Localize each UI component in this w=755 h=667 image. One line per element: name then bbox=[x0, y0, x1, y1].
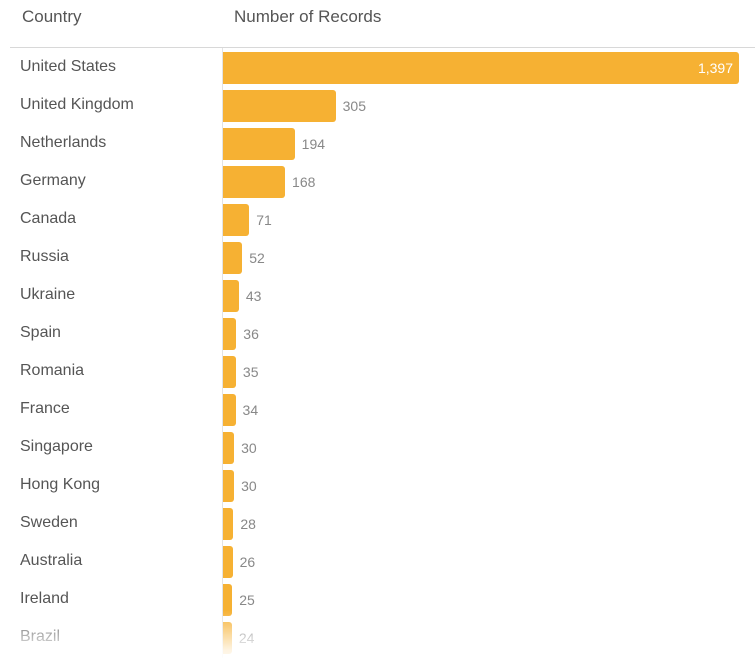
table-row[interactable]: Hong Kong 30 bbox=[0, 467, 755, 505]
table-row[interactable]: Germany 168 bbox=[0, 163, 755, 201]
bar[interactable] bbox=[223, 318, 237, 350]
country-label: Germany bbox=[20, 172, 86, 189]
bar[interactable] bbox=[223, 546, 233, 578]
country-label: Netherlands bbox=[20, 134, 107, 151]
country-label: Australia bbox=[20, 552, 83, 569]
value-label: 43 bbox=[245, 288, 262, 304]
table-row[interactable]: United States 1,397 bbox=[0, 49, 755, 87]
value-label: 194 bbox=[301, 136, 326, 152]
country-label: Russia bbox=[20, 248, 69, 265]
table-row[interactable]: Romania 35 bbox=[0, 353, 755, 391]
country-label: Sweden bbox=[20, 514, 78, 531]
value-label: 36 bbox=[243, 326, 259, 342]
value-label: 34 bbox=[242, 402, 259, 418]
value-label: 1,397 bbox=[697, 60, 733, 76]
value-label: 25 bbox=[239, 592, 255, 608]
bar[interactable] bbox=[223, 432, 235, 464]
table-row[interactable]: Singapore 30 bbox=[0, 429, 755, 467]
table-row[interactable]: Netherlands 194 bbox=[0, 125, 755, 163]
header-divider bbox=[10, 47, 755, 48]
bar[interactable] bbox=[223, 242, 243, 274]
value-label: 28 bbox=[240, 516, 256, 532]
country-label: United States bbox=[20, 58, 117, 75]
table-row[interactable]: Australia 26 bbox=[0, 543, 755, 581]
table-row[interactable]: Brazil 24 bbox=[0, 619, 755, 657]
country-column-header[interactable]: Country bbox=[22, 7, 82, 26]
value-label: 168 bbox=[292, 174, 316, 190]
table-row[interactable]: France 34 bbox=[0, 391, 755, 429]
country-label: Spain bbox=[20, 324, 61, 341]
table-row[interactable]: Spain 36 bbox=[0, 315, 755, 353]
bar[interactable] bbox=[223, 508, 234, 540]
value-label: 30 bbox=[241, 478, 257, 494]
bar[interactable] bbox=[223, 470, 235, 502]
country-label: Singapore bbox=[20, 438, 93, 455]
bar[interactable] bbox=[223, 394, 236, 426]
records-column-header[interactable]: Number of Records bbox=[234, 7, 382, 26]
bar[interactable] bbox=[223, 584, 233, 616]
country-label: Ukraine bbox=[20, 286, 76, 303]
bar[interactable] bbox=[223, 204, 250, 236]
table-header: Country Number of Records bbox=[0, 0, 755, 40]
table-row[interactable]: Russia 52 bbox=[0, 239, 755, 277]
bar[interactable] bbox=[223, 128, 295, 160]
bar-axis-line bbox=[222, 48, 223, 658]
table-row[interactable]: Ukraine 43 bbox=[0, 277, 755, 315]
bar[interactable] bbox=[223, 52, 739, 84]
country-label: Ireland bbox=[20, 590, 69, 607]
country-label: France bbox=[20, 400, 70, 417]
value-label: 305 bbox=[342, 98, 366, 114]
country-label: Brazil bbox=[20, 628, 61, 645]
value-label: 30 bbox=[241, 440, 257, 456]
bar[interactable] bbox=[223, 622, 232, 654]
value-label: 71 bbox=[256, 212, 272, 228]
country-label: Romania bbox=[20, 362, 85, 379]
bar[interactable] bbox=[223, 166, 286, 198]
table-row[interactable]: Sweden 28 bbox=[0, 505, 755, 543]
bar[interactable] bbox=[223, 90, 336, 122]
table-row[interactable]: Canada 71 bbox=[0, 201, 755, 239]
bar[interactable] bbox=[223, 280, 239, 312]
country-label: Canada bbox=[20, 210, 77, 227]
table-row[interactable]: Ireland 25 bbox=[0, 581, 755, 619]
value-label: 52 bbox=[249, 250, 265, 266]
country-label: United Kingdom bbox=[20, 96, 134, 113]
value-label: 26 bbox=[239, 554, 256, 570]
value-label: 35 bbox=[242, 364, 259, 380]
bar[interactable] bbox=[223, 356, 236, 388]
table-row[interactable]: United Kingdom 305 bbox=[0, 87, 755, 125]
value-label: 24 bbox=[238, 630, 255, 646]
country-label: Hong Kong bbox=[20, 476, 101, 493]
